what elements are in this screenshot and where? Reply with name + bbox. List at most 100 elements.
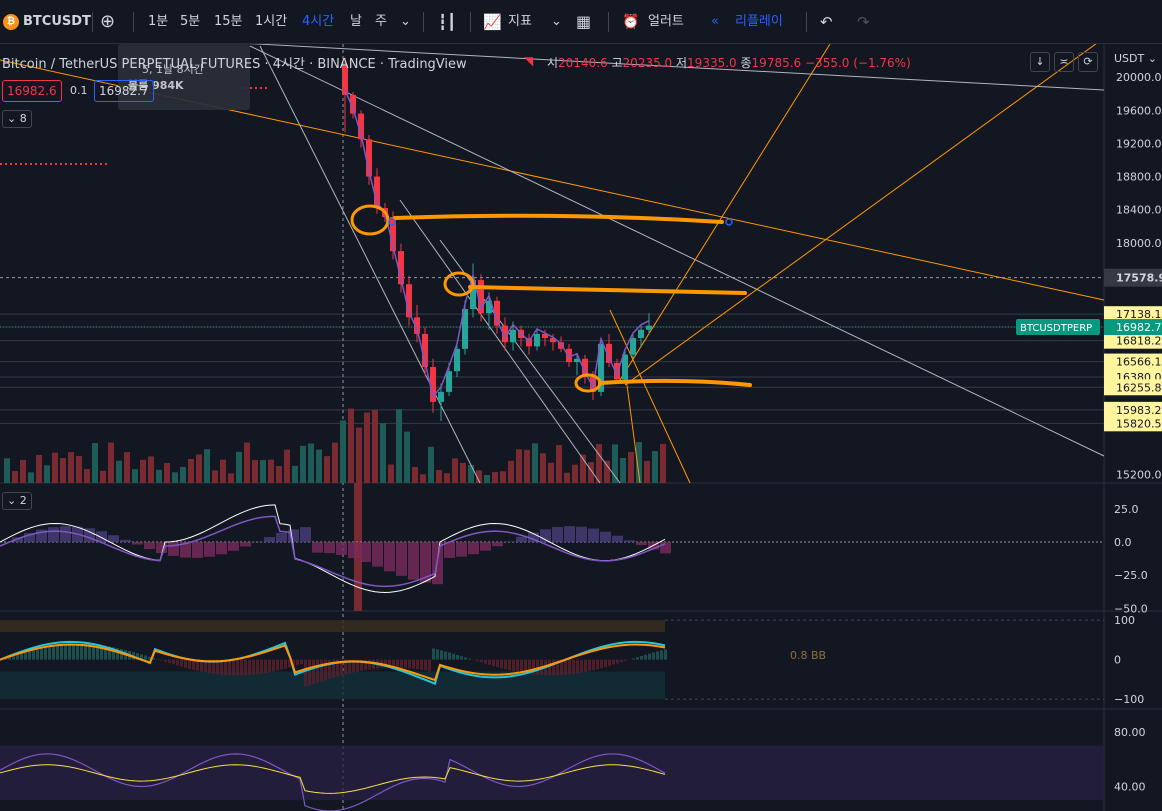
volume-bar	[636, 442, 642, 483]
momentum-histogram	[456, 654, 459, 660]
momentum-histogram	[404, 659, 407, 668]
interval-1w[interactable]: 주	[375, 14, 387, 29]
tooltip-time: 5, 1날 8시간	[142, 63, 204, 76]
volume-bar	[68, 452, 74, 483]
indicators-icon[interactable]: 📈	[483, 13, 502, 31]
buy-price-button[interactable]: 16982.7	[94, 80, 154, 102]
momentum-histogram	[340, 659, 343, 676]
momentum-histogram	[624, 659, 627, 662]
refresh-icon[interactable]: ⟳	[1078, 52, 1098, 72]
arrow-down-icon[interactable]: ↓	[1030, 52, 1050, 72]
replay-button[interactable]: 리플레이	[735, 14, 783, 29]
momentum-histogram	[424, 659, 427, 671]
volume-bar	[252, 460, 258, 483]
chart-area[interactable]: 20000.0 19600.0 19200.0 18800.0 18400.0 18000…	[0, 44, 1162, 811]
collapse-indicators-button[interactable]: ⌄ 8	[2, 110, 32, 128]
oscillator-histogram	[60, 526, 71, 543]
momentum-histogram	[416, 659, 419, 670]
oscillator-histogram	[588, 528, 599, 543]
momentum-histogram	[636, 657, 639, 660]
momentum-histogram	[296, 659, 299, 666]
momentum-histogram	[264, 659, 267, 673]
redo-icon[interactable]: ↷	[857, 13, 870, 31]
momentum-histogram	[656, 651, 659, 660]
chevron-down-icon[interactable]: ⌄	[551, 14, 562, 29]
price-axis-label: 16566.1	[1116, 356, 1162, 369]
hand-drawn-line	[393, 213, 724, 224]
volume-bar	[436, 470, 442, 483]
symbol-button[interactable]: BTCUSDT	[23, 14, 91, 29]
momentum-histogram	[344, 659, 347, 675]
momentum-histogram	[420, 659, 423, 670]
interval-1d[interactable]: 날	[350, 14, 362, 29]
interval-4h[interactable]: 4시간	[302, 14, 335, 29]
momentum-histogram	[116, 648, 119, 660]
momentum-histogram	[256, 659, 259, 675]
volume-bar	[284, 449, 290, 483]
volume-bar	[116, 460, 122, 483]
pane2-collapse-button[interactable]: ⌄ 2	[2, 492, 32, 510]
volume-bar	[404, 431, 410, 483]
volume-bar	[236, 451, 242, 483]
alert-button[interactable]: 얼러트	[648, 14, 684, 29]
bitcoin-icon: ₿	[3, 14, 19, 30]
sell-price-button[interactable]: 16982.6	[2, 80, 62, 102]
momentum-histogram	[492, 659, 495, 667]
candle-type-icon[interactable]: ┇┃	[438, 13, 457, 31]
volume-bar	[476, 470, 482, 483]
momentum-histogram	[40, 648, 43, 660]
momentum-histogram	[320, 659, 323, 682]
price-label-bg	[1104, 401, 1162, 418]
interval-1m[interactable]: 1분	[148, 14, 169, 29]
volume-bar	[500, 471, 506, 483]
layout-grid-icon[interactable]: ▦	[576, 12, 592, 31]
momentum-histogram	[12, 655, 15, 660]
oscillator-histogram	[300, 527, 311, 543]
oscillator-histogram	[600, 531, 611, 543]
momentum-histogram	[548, 659, 551, 676]
volume-bar	[380, 423, 386, 483]
momentum-histogram	[268, 659, 271, 673]
momentum-histogram	[100, 645, 103, 660]
candle-body	[414, 317, 420, 334]
volume-bar	[468, 464, 474, 483]
moving-average-line	[344, 89, 650, 399]
momentum-histogram	[324, 659, 327, 681]
interval-5m[interactable]: 5분	[180, 14, 201, 29]
chevron-down-icon[interactable]: ⌄	[400, 14, 411, 29]
interval-15m[interactable]: 15분	[214, 14, 243, 29]
alert-clock-icon[interactable]: ⏰	[622, 14, 640, 30]
volume-bar	[204, 449, 210, 483]
momentum-histogram	[160, 659, 163, 661]
replay-icon[interactable]: «	[711, 14, 719, 29]
momentum-histogram	[244, 659, 247, 676]
momentum-histogram	[332, 659, 335, 678]
add-symbol-icon[interactable]: ⊕	[100, 11, 116, 32]
oscillator-histogram	[480, 542, 491, 551]
undo-icon[interactable]: ↶	[820, 13, 833, 31]
momentum-histogram	[192, 659, 195, 670]
trend-line	[259, 45, 481, 484]
indicators-button[interactable]: 지표	[508, 14, 532, 29]
momentum-histogram	[660, 650, 663, 660]
momentum-histogram	[328, 659, 331, 680]
volume-bar	[516, 449, 522, 483]
momentum-histogram	[620, 659, 623, 663]
price-axis-label: 15820.5	[1116, 417, 1162, 430]
interval-1h[interactable]: 1시간	[255, 14, 288, 29]
momentum-histogram	[532, 659, 535, 675]
candle-body	[646, 325, 652, 330]
currency-selector[interactable]: USDT ⌄	[1114, 52, 1157, 65]
momentum-histogram	[176, 659, 179, 666]
bb-upper-band	[0, 620, 665, 633]
volume-bar	[564, 472, 570, 483]
momentum-histogram	[452, 653, 455, 660]
volume-bar	[652, 451, 658, 483]
momentum-histogram	[388, 659, 391, 668]
price-axis-label: 16255.8	[1116, 381, 1162, 394]
momentum-histogram	[52, 646, 55, 660]
oscillator-axis-label: −50.0	[1114, 602, 1148, 615]
collapse-pane-icon[interactable]: ≍	[1054, 52, 1074, 72]
momentum-histogram	[224, 659, 227, 676]
candle-body	[566, 348, 572, 363]
